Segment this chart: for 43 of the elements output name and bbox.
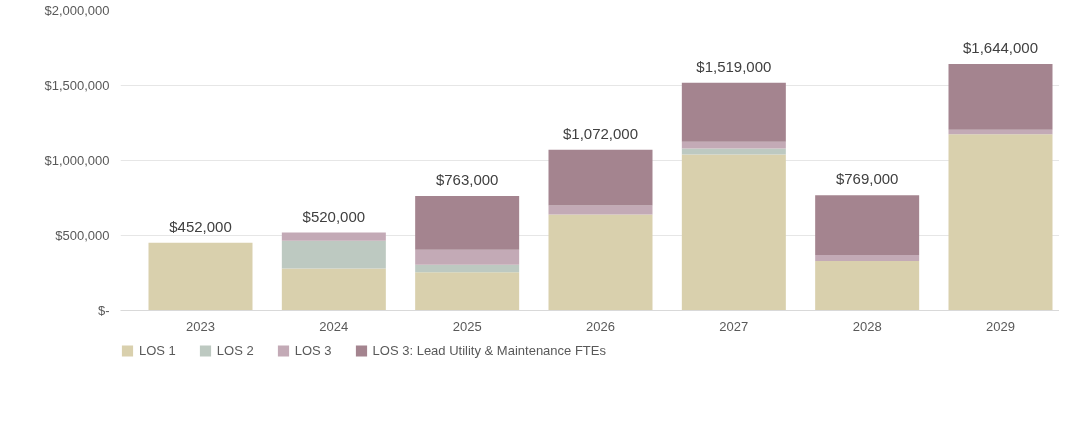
bar <box>548 214 653 311</box>
bar <box>415 249 520 265</box>
bar <box>681 82 786 142</box>
bar <box>148 242 253 311</box>
bar <box>815 261 920 311</box>
total-label: $769,000 <box>835 170 899 188</box>
x-tick-label: 2023 <box>186 318 215 334</box>
x-tick-label: 2027 <box>719 318 749 334</box>
total-label: $520,000 <box>302 207 366 225</box>
bar <box>281 268 386 311</box>
bar <box>948 134 1053 311</box>
bar <box>815 255 920 261</box>
total-label: $1,519,000 <box>696 57 772 75</box>
y-tick-label: $1,000,000 <box>44 153 110 168</box>
legend-label: LOS 3: Lead Utility & Maintenance FTEs <box>372 342 606 358</box>
bar <box>548 149 653 206</box>
bar <box>415 196 520 250</box>
y-tick-label: $2,000,000 <box>44 3 110 18</box>
bar <box>415 264 520 273</box>
bar <box>815 195 920 255</box>
legend-label: LOS 3 <box>294 342 332 358</box>
bar <box>281 240 386 269</box>
bar <box>948 63 1053 130</box>
bar <box>415 272 520 311</box>
y-tick-label: $1,500,000 <box>44 78 110 93</box>
y-tick-label: $500,000 <box>55 228 110 243</box>
x-tick-label: 2029 <box>986 318 1015 334</box>
bar <box>681 148 786 155</box>
legend-label: LOS 2 <box>216 342 254 358</box>
bar <box>681 141 786 149</box>
x-tick-label: 2028 <box>852 318 882 334</box>
total-label: $452,000 <box>169 217 232 235</box>
total-label: $1,072,000 <box>562 124 639 142</box>
bar <box>681 154 786 311</box>
x-tick-label: 2024 <box>319 318 349 334</box>
y-tick-label: $- <box>97 303 110 318</box>
total-label: $763,000 <box>435 171 499 189</box>
bar <box>281 232 386 241</box>
bar <box>548 205 653 215</box>
x-tick-label: 2026 <box>586 318 615 334</box>
total-label: $1,644,000 <box>962 38 1039 56</box>
legend-label: LOS 1 <box>139 342 176 358</box>
x-tick-label: 2025 <box>452 318 482 334</box>
